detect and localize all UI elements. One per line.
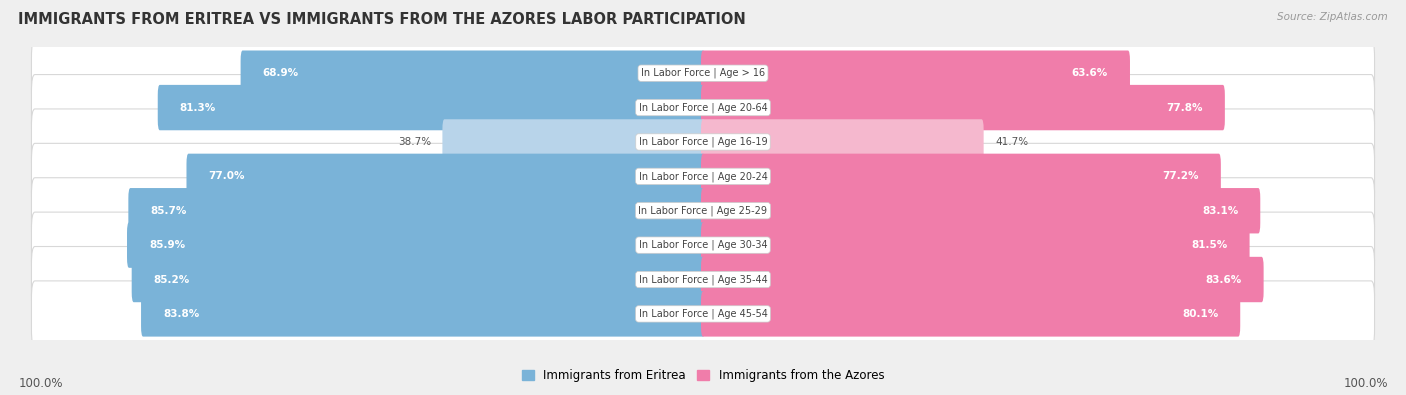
FancyBboxPatch shape bbox=[443, 119, 704, 165]
Legend: Immigrants from Eritrea, Immigrants from the Azores: Immigrants from Eritrea, Immigrants from… bbox=[517, 364, 889, 386]
Text: 83.8%: 83.8% bbox=[163, 309, 200, 319]
Text: In Labor Force | Age 35-44: In Labor Force | Age 35-44 bbox=[638, 274, 768, 285]
FancyBboxPatch shape bbox=[31, 212, 1375, 278]
FancyBboxPatch shape bbox=[31, 109, 1375, 175]
Text: 38.7%: 38.7% bbox=[398, 137, 432, 147]
Text: Source: ZipAtlas.com: Source: ZipAtlas.com bbox=[1277, 12, 1388, 22]
FancyBboxPatch shape bbox=[31, 143, 1375, 209]
Text: In Labor Force | Age 30-34: In Labor Force | Age 30-34 bbox=[638, 240, 768, 250]
Text: In Labor Force | Age 20-24: In Labor Force | Age 20-24 bbox=[638, 171, 768, 182]
Text: 77.8%: 77.8% bbox=[1167, 103, 1202, 113]
FancyBboxPatch shape bbox=[702, 51, 1130, 96]
Text: 100.0%: 100.0% bbox=[1343, 377, 1388, 389]
FancyBboxPatch shape bbox=[702, 119, 984, 165]
FancyBboxPatch shape bbox=[240, 51, 704, 96]
Text: 63.6%: 63.6% bbox=[1071, 68, 1108, 78]
FancyBboxPatch shape bbox=[157, 85, 704, 130]
Text: 85.7%: 85.7% bbox=[150, 206, 187, 216]
Text: 68.9%: 68.9% bbox=[263, 68, 299, 78]
FancyBboxPatch shape bbox=[702, 257, 1264, 302]
FancyBboxPatch shape bbox=[141, 291, 704, 337]
FancyBboxPatch shape bbox=[31, 40, 1375, 106]
FancyBboxPatch shape bbox=[31, 281, 1375, 347]
FancyBboxPatch shape bbox=[702, 188, 1260, 233]
Text: 77.0%: 77.0% bbox=[208, 171, 245, 181]
FancyBboxPatch shape bbox=[128, 188, 704, 233]
FancyBboxPatch shape bbox=[132, 257, 704, 302]
Text: In Labor Force | Age 16-19: In Labor Force | Age 16-19 bbox=[638, 137, 768, 147]
FancyBboxPatch shape bbox=[187, 154, 704, 199]
FancyBboxPatch shape bbox=[31, 246, 1375, 312]
FancyBboxPatch shape bbox=[702, 291, 1240, 337]
Text: 77.2%: 77.2% bbox=[1163, 171, 1199, 181]
Text: 83.6%: 83.6% bbox=[1205, 275, 1241, 284]
Text: IMMIGRANTS FROM ERITREA VS IMMIGRANTS FROM THE AZORES LABOR PARTICIPATION: IMMIGRANTS FROM ERITREA VS IMMIGRANTS FR… bbox=[18, 12, 747, 27]
Text: In Labor Force | Age 20-64: In Labor Force | Age 20-64 bbox=[638, 102, 768, 113]
FancyBboxPatch shape bbox=[127, 222, 704, 268]
Text: 41.7%: 41.7% bbox=[995, 137, 1028, 147]
FancyBboxPatch shape bbox=[702, 154, 1220, 199]
Text: 81.5%: 81.5% bbox=[1191, 240, 1227, 250]
Text: 80.1%: 80.1% bbox=[1182, 309, 1218, 319]
Text: In Labor Force | Age > 16: In Labor Force | Age > 16 bbox=[641, 68, 765, 79]
Text: 83.1%: 83.1% bbox=[1202, 206, 1239, 216]
Text: 85.2%: 85.2% bbox=[153, 275, 190, 284]
Text: 100.0%: 100.0% bbox=[18, 377, 63, 389]
Text: 85.9%: 85.9% bbox=[149, 240, 186, 250]
Text: In Labor Force | Age 45-54: In Labor Force | Age 45-54 bbox=[638, 308, 768, 319]
FancyBboxPatch shape bbox=[31, 75, 1375, 141]
FancyBboxPatch shape bbox=[31, 178, 1375, 244]
Text: In Labor Force | Age 25-29: In Labor Force | Age 25-29 bbox=[638, 205, 768, 216]
FancyBboxPatch shape bbox=[702, 85, 1225, 130]
Text: 81.3%: 81.3% bbox=[180, 103, 217, 113]
FancyBboxPatch shape bbox=[702, 222, 1250, 268]
